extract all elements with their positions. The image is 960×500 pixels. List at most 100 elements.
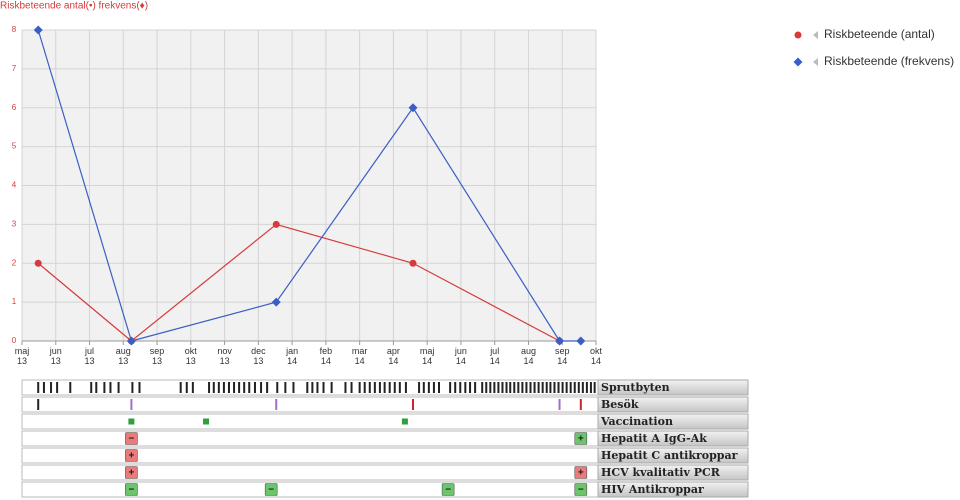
y-tick-label: 8 — [12, 25, 17, 34]
event-tick — [358, 382, 361, 393]
event-tick — [427, 382, 430, 393]
event-symbol: + — [128, 468, 134, 479]
event-badge — [574, 432, 588, 445]
event-tick — [378, 382, 381, 393]
track-label: HCV kvalitativ PCR — [601, 466, 721, 479]
x-tick-label: dec 13 — [251, 346, 266, 366]
event-tick — [350, 382, 353, 393]
event-tick — [418, 382, 421, 393]
event-tick — [306, 382, 309, 393]
event-tick — [493, 382, 496, 393]
event-tick — [561, 382, 564, 393]
event-tick — [589, 382, 592, 393]
event-tick — [404, 382, 407, 393]
legend-label: Riskbeteende (antal) — [824, 27, 935, 41]
event-tick — [549, 382, 552, 393]
event-tick — [558, 399, 561, 410]
x-tick-label: nov 13 — [217, 346, 232, 366]
x-tick-label: aug 14 — [520, 346, 536, 366]
event-symbol: + — [578, 468, 584, 479]
event-square — [203, 418, 210, 425]
event-tick — [513, 382, 516, 393]
x-tick-label: sep 14 — [554, 346, 570, 366]
track-label-bg — [597, 413, 749, 430]
track-label: HIV Antikroppar — [601, 483, 704, 496]
event-badge — [125, 483, 138, 496]
event-tick — [222, 382, 225, 393]
x-tick-label: aug 13 — [115, 346, 131, 366]
event-tick — [579, 399, 582, 410]
event-tick — [593, 382, 596, 393]
track-label: Vaccination — [600, 415, 673, 428]
event-square — [128, 418, 135, 425]
event-tick — [529, 382, 532, 393]
event-tick — [557, 382, 560, 393]
event-tick — [208, 382, 211, 393]
event-tick — [50, 382, 53, 393]
x-tick-label: apr 14 — [386, 346, 400, 366]
x-tick-label: okt 14 — [589, 346, 602, 366]
event-tick — [131, 382, 134, 393]
event-symbol: − — [268, 485, 274, 496]
x-tick-label: sep 13 — [149, 346, 165, 366]
marker — [33, 25, 43, 35]
event-badge — [264, 483, 278, 496]
legend-label: Riskbeteende (frekvens) — [824, 54, 954, 68]
event-tick — [191, 382, 194, 393]
event-tick — [565, 382, 568, 393]
event-badge — [574, 483, 588, 496]
y-tick-label: 2 — [12, 258, 17, 267]
track-label-bg — [597, 464, 749, 481]
marker — [794, 31, 802, 39]
event-tick — [179, 382, 182, 393]
y-tick-label: 0 — [12, 336, 17, 345]
event-symbol: − — [445, 485, 451, 496]
event-badge — [125, 432, 138, 445]
marker — [793, 57, 803, 67]
event-tick — [363, 382, 366, 393]
event-tick — [459, 382, 462, 393]
legend-arrow — [813, 58, 818, 66]
event-tick — [69, 382, 72, 393]
event-tick — [393, 382, 396, 393]
y-tick-label: 7 — [12, 64, 17, 73]
x-tick-label: jul 13 — [84, 346, 95, 366]
event-tick — [37, 382, 40, 393]
marker — [126, 336, 136, 346]
event-tick — [95, 382, 98, 393]
event-tick — [553, 382, 556, 393]
track-label-bg — [597, 447, 749, 464]
event-symbol: − — [578, 485, 584, 496]
event-tick — [260, 382, 263, 393]
marker — [34, 259, 42, 267]
event-tick — [138, 382, 141, 393]
event-tick — [525, 382, 528, 393]
track-label: Hepatit A IgG-Ak — [601, 432, 707, 445]
event-tick — [90, 382, 93, 393]
event-square — [401, 418, 408, 425]
event-tick — [227, 382, 230, 393]
event-tick — [469, 382, 472, 393]
event-tick — [388, 382, 391, 393]
y-tick-label: 3 — [12, 219, 17, 228]
event-tick — [545, 382, 548, 393]
event-tick — [577, 382, 580, 393]
y-tick-label: 6 — [12, 103, 17, 112]
event-tick — [474, 382, 477, 393]
marker — [555, 336, 565, 346]
event-tick — [42, 382, 45, 393]
track-label: Hepatit C antikroppar — [601, 449, 738, 462]
event-tick — [56, 382, 59, 393]
event-tick — [422, 382, 425, 393]
event-tick — [464, 382, 467, 393]
event-tick — [432, 382, 435, 393]
legend-arrow — [813, 31, 818, 39]
event-tick — [481, 382, 484, 393]
event-symbol: − — [128, 485, 134, 496]
event-symbol: − — [128, 434, 134, 445]
event-tick — [505, 382, 508, 393]
event-tick — [573, 382, 576, 393]
event-tick — [243, 382, 246, 393]
